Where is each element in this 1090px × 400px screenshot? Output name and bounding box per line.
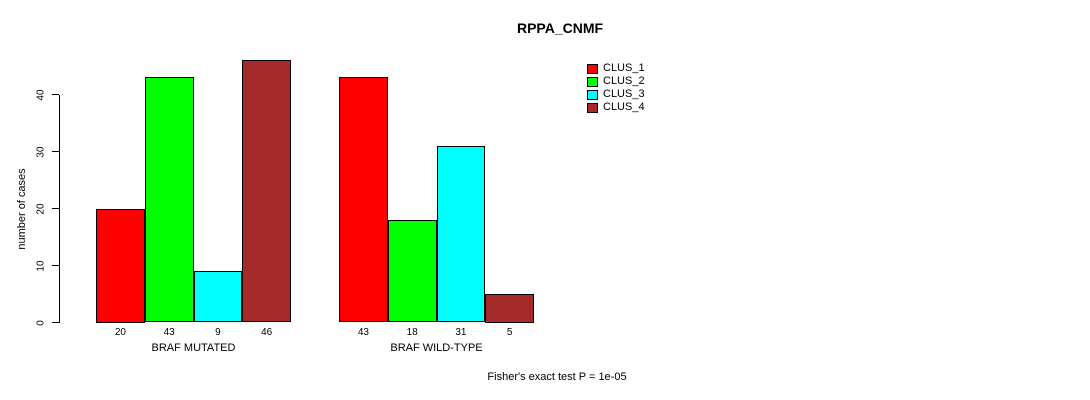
legend-label: CLUS_4 (603, 101, 645, 113)
y-axis-tick-label: 40 (35, 88, 47, 101)
bar-value-label: 43 (163, 327, 175, 338)
bar-value-label: 9 (215, 327, 221, 338)
bar-value-label: 46 (261, 327, 273, 338)
y-axis-tick-label: 30 (35, 145, 47, 158)
legend-label: CLUS_1 (603, 62, 645, 74)
y-axis-tick (52, 208, 59, 209)
legend-swatch-icon (587, 63, 598, 74)
bar-value-label: 31 (455, 327, 467, 338)
y-axis-tick (52, 322, 59, 323)
legend: CLUS_1 CLUS_2 CLUS_3 CLUS_4 (587, 62, 645, 114)
bar-clus_3-group1 (193, 271, 243, 323)
y-axis-line (59, 94, 60, 323)
annotation-text: Fisher's exact test P = 1e-05 (487, 371, 627, 383)
legend-label: CLUS_3 (603, 88, 645, 100)
legend-item-clus_3: CLUS_3 (587, 88, 645, 101)
chart-title: RPPA_CNMF (516, 20, 604, 36)
bar-clus_2-group1 (144, 77, 194, 323)
y-axis-tick (52, 151, 59, 152)
legend-item-clus_2: CLUS_2 (587, 75, 645, 88)
x-axis-group-label: BRAF MUTATED (151, 342, 236, 354)
x-axis-group-label: BRAF WILD-TYPE (390, 342, 483, 354)
bar-value-label: 5 (506, 327, 513, 338)
y-axis-tick (52, 265, 59, 266)
y-axis-tick (52, 94, 59, 95)
legend-swatch-icon (587, 89, 598, 100)
legend-item-clus_4: CLUS_4 (587, 101, 645, 114)
bar-clus_2-group2 (387, 219, 437, 323)
bar-clus_3-group2 (436, 145, 486, 323)
bar-clus_1-group1 (96, 208, 145, 323)
bar-value-label: 20 (114, 327, 126, 338)
y-axis-tick-label: 0 (35, 319, 47, 326)
bar-value-label: 43 (357, 327, 369, 338)
legend-label: CLUS_2 (603, 75, 645, 87)
legend-item-clus_1: CLUS_1 (587, 62, 645, 75)
bar-clus_1-group2 (339, 77, 388, 323)
bar-value-label: 18 (406, 327, 418, 338)
legend-swatch-icon (587, 76, 598, 87)
bar-clus_4-group2 (485, 294, 534, 323)
y-axis-tick-label: 20 (35, 202, 47, 215)
bar-clus_4-group1 (242, 60, 291, 323)
y-axis-tick-label: 10 (35, 259, 47, 272)
legend-swatch-icon (587, 102, 598, 113)
